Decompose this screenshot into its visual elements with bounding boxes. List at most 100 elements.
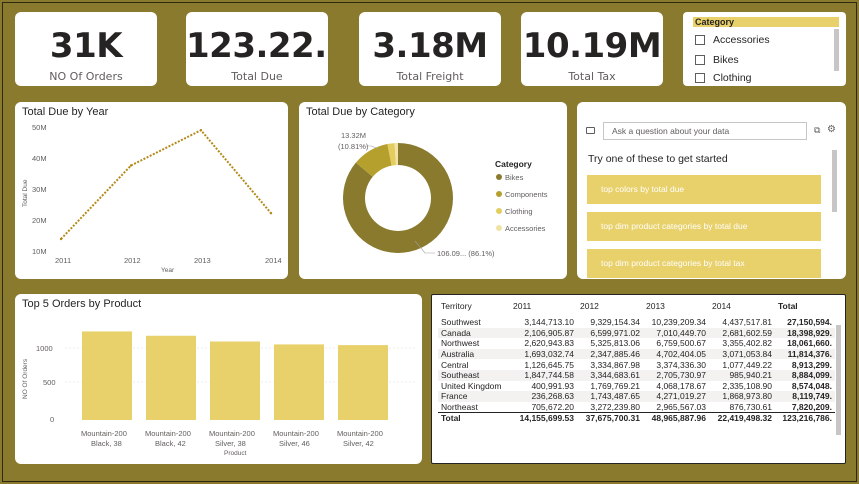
donut-chart-svg: 13.32M (10.81%) 106.09... (86.1%) Catego… <box>338 131 548 258</box>
leader-line <box>363 145 380 150</box>
value-cell: 1,693,032.74 <box>510 348 577 360</box>
total-due-by-year-chart[interactable]: Total Due by Year 50M 40M 30M 20M 10M To… <box>15 102 288 279</box>
data-label: 106.09... (86.1%) <box>437 249 495 258</box>
checkbox-icon[interactable] <box>695 73 705 83</box>
kpi-value: 3.18M <box>372 26 488 66</box>
donut-slice[interactable] <box>387 143 396 166</box>
slicer-item-clothing[interactable]: Clothing <box>695 72 752 84</box>
matrix-header[interactable]: 2012 <box>580 301 599 311</box>
bar[interactable] <box>338 345 388 420</box>
slicer-scrollbar[interactable] <box>834 29 839 71</box>
table-row[interactable]: Central 1,126,645.75 3,334,867.98 3,374,336… <box>438 359 835 370</box>
territory-cell: Total <box>438 411 510 423</box>
value-cell: 985,940.21 <box>709 369 775 381</box>
table-row[interactable]: Southeast 1,847,744.58 3,344,683.61 2,705,7… <box>438 369 835 381</box>
slicer-item-label: Clothing <box>713 72 752 84</box>
territory-cell: Southeast <box>438 369 510 381</box>
kpi-total-freight-card[interactable]: 3.18M Total Freight <box>359 12 501 86</box>
x-axis-label: Product <box>224 450 247 457</box>
value-cell: 3,071,053.84 <box>709 348 775 360</box>
value-cell: 3,355,402.82 <box>722 338 772 349</box>
table-row[interactable]: Canada 2,106,905.87 6,599,971.02 7,010,449.… <box>438 327 835 339</box>
value-cell: 48,965,887.96 <box>643 411 709 423</box>
territory-matrix[interactable]: Territory 2011 2012 2013 2014 Total Sout… <box>431 294 846 464</box>
donut-slice[interactable] <box>343 143 453 253</box>
legend-item[interactable]: Components <box>505 190 548 199</box>
territory-cell: Southwest <box>441 317 481 328</box>
total-due-by-category-chart[interactable]: Total Due by Category 13.32M (10.81%) 10… <box>299 102 567 279</box>
qa-question-input[interactable]: Ask a question about your data <box>603 122 807 140</box>
table-row[interactable]: Northwest 2,620,943.83 5,325,813.06 6,759,5… <box>438 338 835 349</box>
matrix-scrollbar[interactable] <box>836 325 841 435</box>
checkbox-icon[interactable] <box>695 55 705 65</box>
kpi-total-tax-card[interactable]: 10.19M Total Tax <box>521 12 663 86</box>
value-cell: 3,374,336.30 <box>656 359 706 370</box>
matrix-header[interactable]: Total <box>778 301 798 311</box>
kpi-total-due-card[interactable]: 123.22... Total Due <box>186 12 328 86</box>
qa-suggestion-button[interactable]: top colors by total due <box>587 175 821 204</box>
territory-cell: Central <box>441 359 469 370</box>
matrix-header[interactable]: Territory <box>441 301 472 311</box>
data-point[interactable] <box>269 211 273 215</box>
matrix-header[interactable]: 2014 <box>712 301 731 311</box>
value-cell: 2,335,108.90 <box>722 380 772 391</box>
bar[interactable] <box>274 344 324 420</box>
y-tick: 40M <box>32 154 47 163</box>
bar[interactable] <box>146 335 196 420</box>
y-tick: 0 <box>50 415 54 424</box>
category-slicer[interactable]: Category Accessories Bikes Clothing <box>683 12 846 86</box>
kpi-orders-card[interactable]: 31K NO Of Orders <box>15 12 157 86</box>
donut-slice[interactable] <box>355 144 392 177</box>
y-tick: 30M <box>32 185 47 194</box>
qa-suggestion-button[interactable]: top dim product categories by total tax <box>587 249 821 278</box>
value-cell: 4,702,404.05 <box>643 348 709 360</box>
value-cell: 1,868,973.80 <box>709 391 775 402</box>
data-point[interactable] <box>199 129 203 132</box>
chat-icon <box>586 127 595 134</box>
legend-item[interactable]: Bikes <box>505 173 524 182</box>
value-cell: 6,759,500.67 <box>656 338 706 349</box>
legend-item[interactable]: Accessories <box>505 224 546 233</box>
x-axis-label: Year <box>161 267 175 274</box>
slicer-item-accessories[interactable]: Accessories <box>695 34 770 46</box>
data-point[interactable] <box>129 164 133 167</box>
table-total-row[interactable]: Total 14,155,699.53 37,675,700.31 48,965,88… <box>438 411 835 423</box>
value-cell: 2,681,602.59 <box>709 327 775 339</box>
legend-item[interactable]: Clothing <box>505 207 533 216</box>
table-row[interactable]: United Kingdom 400,991.93 1,769,769.21 4,06… <box>438 381 835 392</box>
checkbox-icon[interactable] <box>695 35 705 45</box>
qa-scrollbar[interactable] <box>832 150 837 212</box>
territory-cell: Canada <box>438 327 510 339</box>
value-cell: 3,344,683.61 <box>577 369 643 381</box>
slicer-item-bikes[interactable]: Bikes <box>695 54 739 66</box>
copy-icon[interactable]: ⧉ <box>814 126 821 136</box>
x-tick: Silver, 38 <box>215 439 246 448</box>
table-row[interactable]: France 236,268.63 1,743,487.65 4,271,019.27… <box>438 391 835 402</box>
kpi-label: NO Of Orders <box>49 70 123 83</box>
x-tick: Mountain-200 <box>273 429 319 438</box>
bar[interactable] <box>210 341 260 420</box>
bar[interactable] <box>82 331 132 420</box>
table-row[interactable]: Southwest 3,144,713.10 9,329,154.34 10,239,… <box>438 317 835 328</box>
data-point[interactable] <box>59 237 63 241</box>
gear-icon[interactable]: ⚙ <box>827 124 836 135</box>
value-cell: 236,268.63 <box>510 391 577 402</box>
y-axis-label: Total Due <box>22 179 29 207</box>
chart-title: Total Due by Year <box>22 106 109 118</box>
top-5-orders-by-product-chart[interactable]: Top 5 Orders by Product NO Of Orders 100… <box>15 294 422 464</box>
legend-marker <box>496 208 502 214</box>
qa-suggestion-button[interactable]: top dim product categories by total due <box>587 212 821 241</box>
matrix-header[interactable]: 2011 <box>513 301 532 311</box>
legend-marker <box>496 174 502 180</box>
matrix-header[interactable]: 2013 <box>646 301 665 311</box>
kpi-value: 31K <box>49 26 123 66</box>
table-row[interactable]: Northeast 705,672.20 3,272,239.80 2,965,567… <box>438 402 835 413</box>
table-row[interactable]: Australia 1,693,032.74 2,347,885.46 4,702,4… <box>438 348 835 360</box>
donut-slice[interactable] <box>394 143 398 166</box>
series-line[interactable] <box>60 128 272 240</box>
qa-visual[interactable]: Ask a question about your data ⧉ ⚙ Try o… <box>577 102 846 279</box>
x-tick: 2013 <box>194 256 211 265</box>
value-cell: 8,913,299. <box>791 359 832 370</box>
value-cell: 4,271,019.27 <box>643 391 709 402</box>
